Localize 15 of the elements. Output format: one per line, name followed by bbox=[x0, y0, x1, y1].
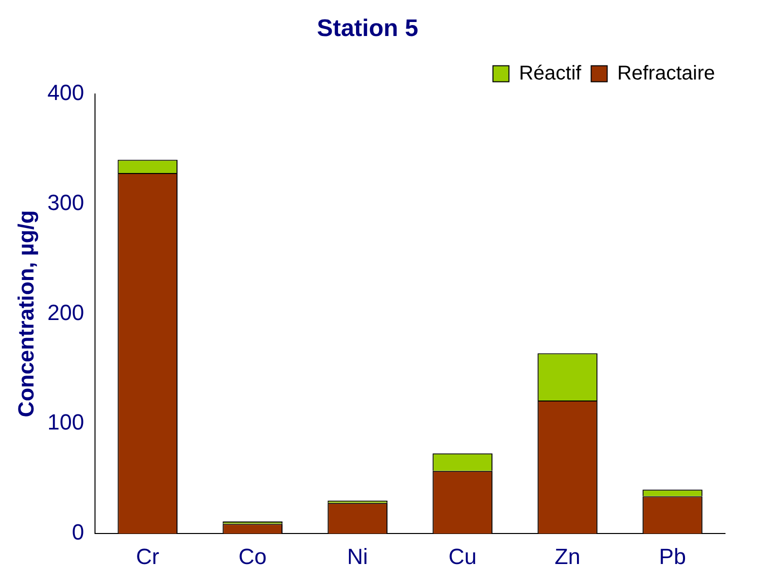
x-tick-label: Cu bbox=[448, 544, 477, 569]
y-axis-title: Concentration, µg/g bbox=[13, 210, 38, 418]
x-tick-label: Pb bbox=[659, 544, 686, 569]
legend-label: Réactif bbox=[518, 62, 582, 84]
x-tick-label: Co bbox=[238, 544, 267, 569]
y-tick-label: 100 bbox=[47, 410, 84, 435]
y-tick-label: 200 bbox=[47, 300, 84, 325]
y-tick-label: 0 bbox=[72, 520, 84, 545]
x-tick-label: Cr bbox=[136, 544, 160, 569]
y-tick-label: 400 bbox=[47, 80, 84, 105]
x-tick-label: Ni bbox=[347, 544, 368, 569]
x-tick-label: Zn bbox=[554, 544, 580, 569]
y-tick-label: 300 bbox=[47, 190, 84, 215]
legend-label: Refractaire bbox=[617, 62, 715, 84]
chart-title: Station 5 bbox=[316, 15, 418, 42]
